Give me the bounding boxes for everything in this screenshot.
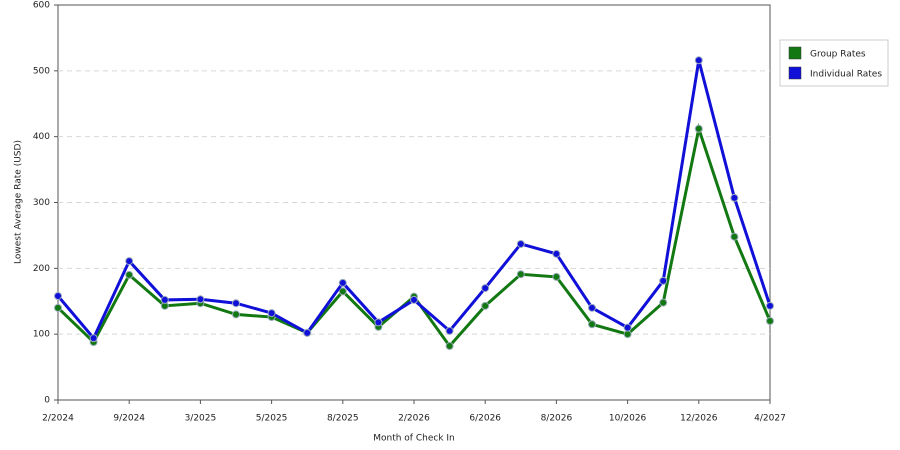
point: [694, 124, 703, 133]
point: [552, 249, 561, 258]
point: [516, 270, 525, 279]
point: [659, 298, 668, 307]
point: [552, 272, 561, 281]
y-tick-label: 100: [33, 330, 50, 340]
point: [445, 326, 454, 335]
legend-swatch: [788, 66, 802, 80]
point: [588, 320, 596, 329]
x-tick-label: 2/2024: [42, 414, 74, 424]
y-tick-label: 300: [33, 198, 50, 208]
point: [89, 334, 98, 343]
point: [303, 328, 312, 337]
x-tick-label: 5/2025: [256, 414, 288, 424]
point: [694, 56, 703, 65]
point: [659, 276, 668, 285]
x-tick-label: 8/2026: [541, 414, 573, 424]
x-tick-label: 9/2024: [113, 414, 145, 424]
point: [623, 323, 632, 332]
x-tick-label: 6/2026: [469, 414, 501, 424]
point: [125, 257, 134, 266]
point: [54, 291, 62, 300]
point: [516, 239, 525, 248]
x-tick-label: 10/2026: [609, 414, 647, 424]
y-tick-label: 500: [33, 66, 50, 76]
point: [54, 303, 62, 312]
x-tick-label: 8/2025: [327, 414, 359, 424]
legend-label: Group Rates: [810, 50, 866, 60]
point: [445, 342, 454, 351]
point: [232, 299, 240, 308]
point: [730, 232, 739, 241]
point: [481, 284, 490, 293]
point: [232, 310, 240, 319]
y-tick-label: 0: [44, 396, 50, 406]
y-axis-label: Lowest Average Rate (USD): [14, 140, 24, 264]
x-tick-label: 4/2027: [754, 414, 786, 424]
y-tick-label: 600: [33, 1, 50, 11]
point: [374, 318, 383, 327]
x-tick-label: 2/2026: [398, 414, 430, 424]
point: [267, 309, 276, 318]
point: [588, 303, 596, 312]
point: [766, 301, 774, 310]
legend-swatch: [788, 46, 802, 60]
point: [196, 295, 205, 304]
point: [338, 278, 347, 287]
x-tick-label: 12/2026: [680, 414, 718, 424]
point: [766, 317, 774, 325]
point: [730, 193, 739, 202]
x-axis-label: Month of Check In: [373, 434, 455, 444]
x-tick-label: 3/2025: [185, 414, 217, 424]
point: [338, 287, 347, 296]
y-tick-label: 400: [33, 132, 50, 142]
point: [481, 301, 490, 310]
legend-label: Individual Rates: [810, 70, 882, 80]
point: [623, 330, 632, 339]
point: [410, 295, 418, 304]
point: [125, 270, 134, 279]
y-tick-label: 200: [33, 264, 50, 274]
point: [160, 295, 169, 304]
